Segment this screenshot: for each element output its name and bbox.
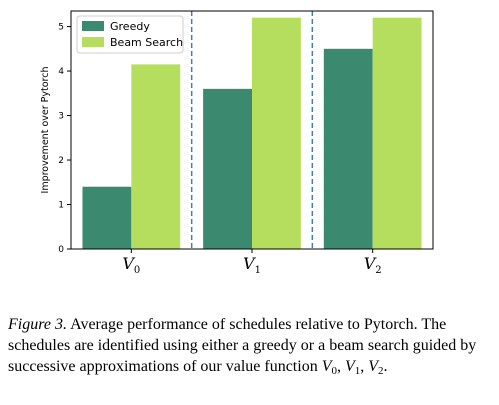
y-tick-label: 1 (58, 201, 64, 211)
bar-beam-search-0 (131, 64, 181, 249)
bar-greedy-1 (203, 88, 252, 249)
legend-label-0: Greedy (110, 20, 150, 33)
legend-swatch-1 (82, 37, 104, 47)
legend-label-1: Beam Search (110, 36, 183, 49)
bar-beam-search-1 (252, 17, 301, 250)
y-axis: 0 1 2 3 4 5 (58, 23, 71, 255)
caption-v0-sub: 0 (331, 365, 337, 377)
caption-text: Average performance of schedules relativ… (8, 316, 477, 375)
bar-greedy-2 (323, 48, 373, 250)
caption-v0: V (321, 358, 332, 375)
caption-end: . (383, 358, 388, 375)
figure-caption: Figure 3. Average performance of schedul… (8, 314, 490, 377)
x-tick-label: V1 (243, 254, 261, 276)
x-tick-label: V0 (122, 254, 140, 276)
caption-separator: , (360, 358, 369, 375)
bar-beam-search-2 (372, 17, 422, 250)
legend: Greedy Beam Search (76, 15, 184, 54)
y-axis-label: Improvement over Pytorch (40, 67, 51, 194)
legend-swatch-0 (82, 21, 104, 31)
y-tick-label: 3 (58, 112, 64, 122)
caption-v2: V (368, 358, 379, 375)
bars-group (82, 17, 422, 250)
caption-v1: V (344, 358, 355, 375)
caption-v2-sub: 2 (378, 365, 384, 377)
y-tick-label: 4 (58, 67, 64, 77)
caption-v1-sub: 1 (354, 365, 361, 377)
y-tick-label: 2 (58, 156, 64, 166)
x-tick-label: V2 (364, 254, 382, 276)
y-tick-label: 5 (58, 23, 64, 33)
caption-separator: , (336, 358, 345, 375)
x-axis: V0 V1 V2 (122, 249, 382, 276)
bar-greedy-0 (82, 186, 132, 249)
bar-chart: 0 1 2 3 4 5 V0 V1 V2 Improvement over Pytorch G… (40, 10, 434, 276)
caption-label: Figure 3. (8, 316, 67, 333)
y-tick-label: 0 (58, 245, 64, 255)
